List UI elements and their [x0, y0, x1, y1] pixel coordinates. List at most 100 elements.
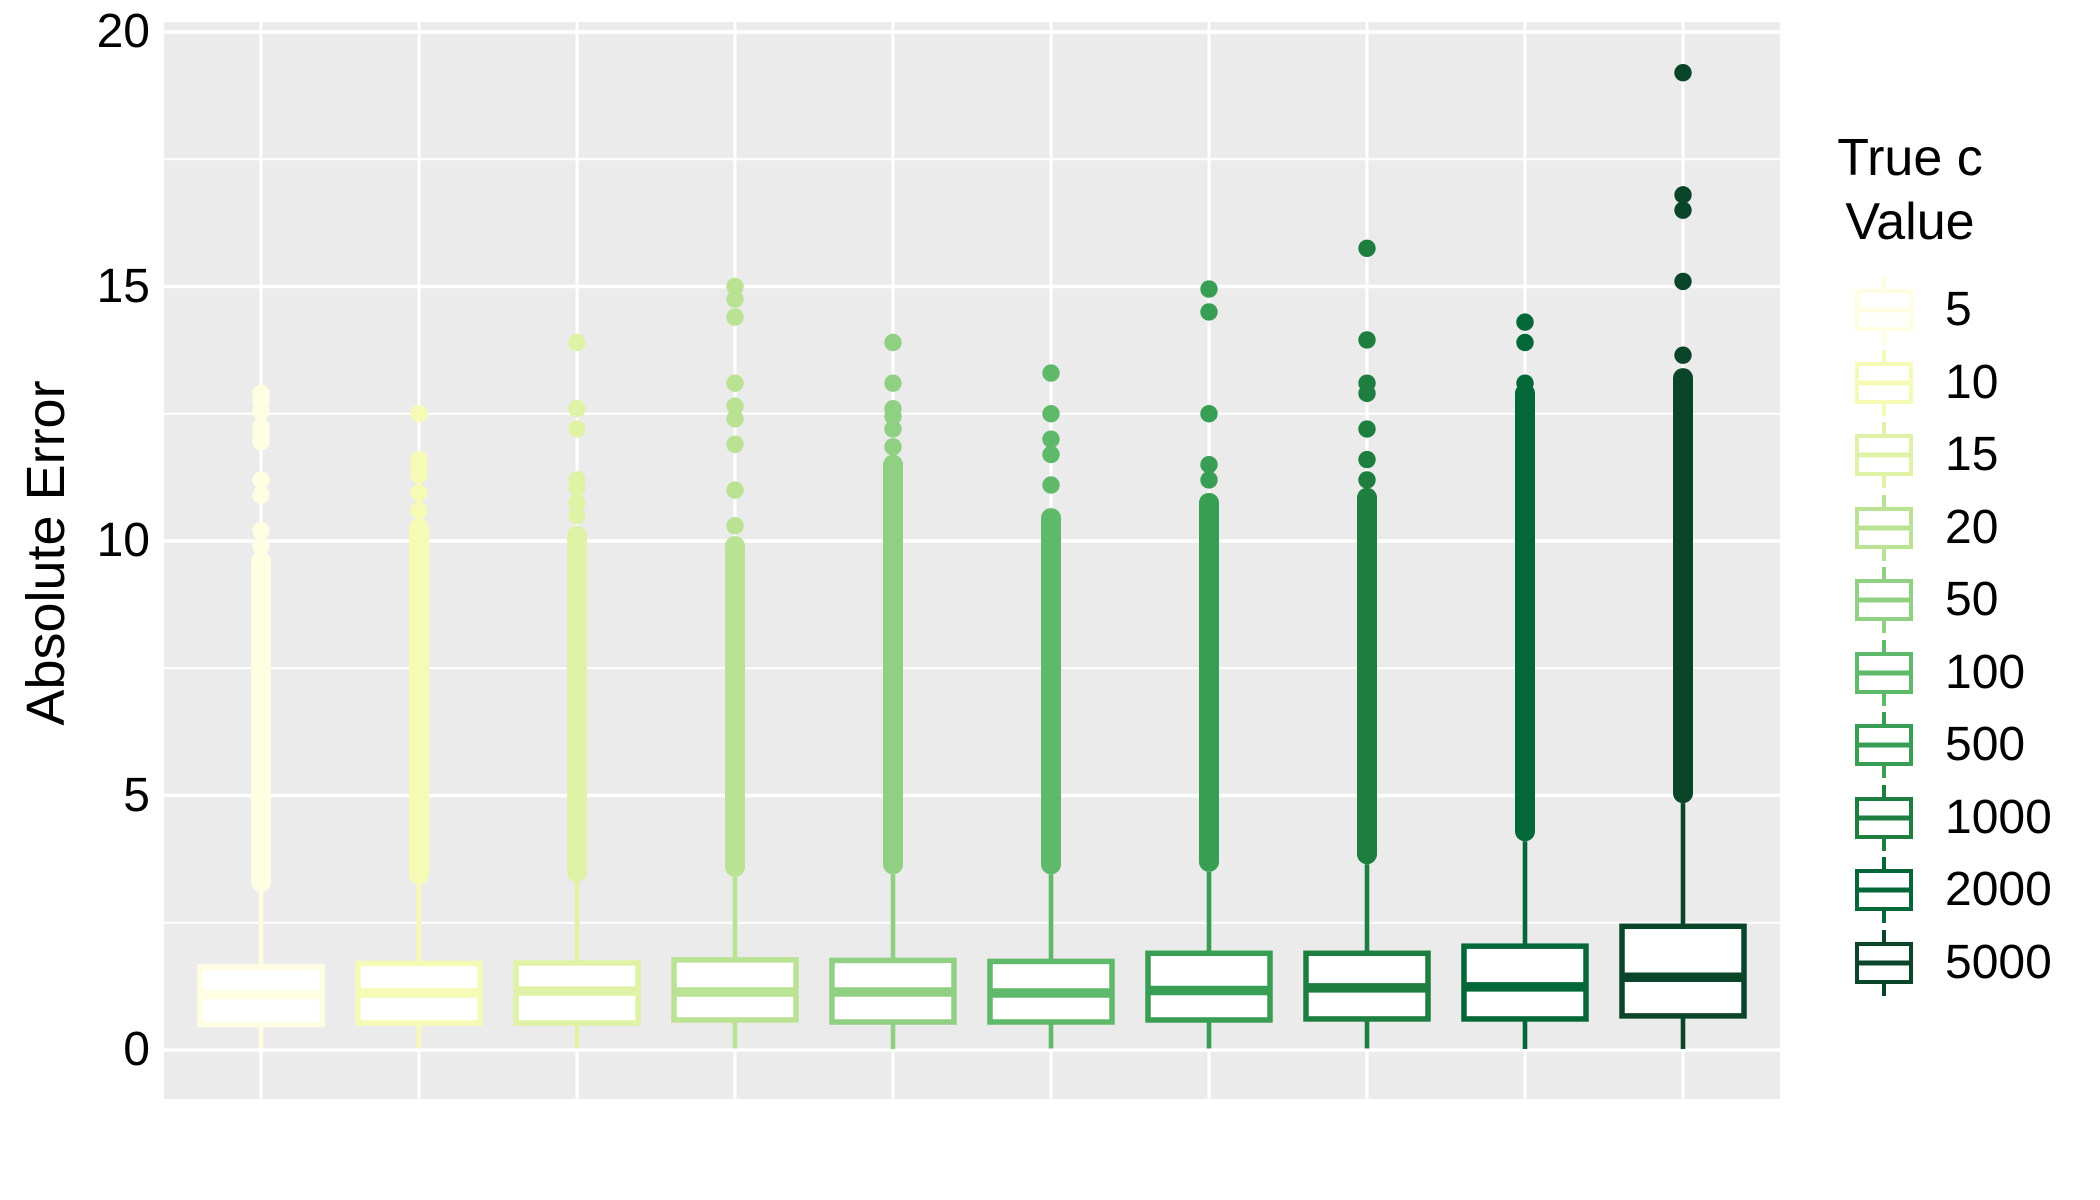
outlier-dot — [1674, 64, 1692, 82]
outlier-dense-column — [725, 536, 745, 877]
legend-key-boxplot-icon — [1855, 929, 1913, 996]
legend-key-boxplot-icon — [1855, 857, 1913, 923]
legend-entry-label: 5000 — [1945, 935, 2052, 989]
legend-key-boxplot-icon — [1855, 422, 1913, 488]
boxplot-group — [197, 384, 325, 1049]
legend-title-line1: True c — [1837, 129, 1983, 187]
boxplot-group — [987, 364, 1115, 1049]
outlier-dot — [1042, 445, 1060, 464]
outlier-dot — [1674, 186, 1692, 204]
outlier-dot — [568, 494, 586, 512]
outlier-dot — [252, 486, 270, 504]
outlier-dot — [1358, 374, 1376, 392]
boxplot-group — [355, 405, 483, 1049]
outlier-dense-column — [1041, 508, 1061, 875]
y-tick-label: 5 — [123, 768, 150, 822]
outlier-dot — [726, 397, 744, 415]
legend-title: True c Value — [1830, 126, 1990, 254]
outlier-dense-column — [251, 551, 271, 893]
outlier-dot — [726, 410, 744, 428]
legend-key-boxplot-icon — [1855, 494, 1913, 561]
legend-entry-label: 50 — [1945, 573, 1999, 626]
boxplot-group — [1619, 64, 1747, 1049]
legend-entry: 20 — [1853, 494, 1999, 561]
legend-entry: 5 — [1853, 277, 1972, 343]
outlier-dot — [568, 471, 586, 489]
outlier-dot — [410, 501, 428, 520]
legend-entry: 2000 — [1853, 857, 2052, 923]
outlier-dot — [1674, 272, 1692, 291]
legend-key-boxplot-icon — [1855, 784, 1913, 851]
legend-entry: 1000 — [1853, 784, 2052, 851]
legend-entry-label: 15 — [1945, 428, 1999, 481]
outlier-dot — [1516, 333, 1534, 352]
boxplot-group — [1461, 313, 1589, 1049]
outlier-dot — [568, 506, 586, 525]
legend-entry: 500 — [1853, 712, 2025, 778]
legend-entry: 10 — [1853, 349, 1999, 416]
legend-entry-label: 20 — [1945, 500, 1999, 554]
outlier-dense-column — [1357, 487, 1377, 865]
legend-key-boxplot-icon — [1855, 567, 1913, 633]
outlier-dot — [726, 290, 744, 308]
outlier-dot — [726, 277, 744, 296]
outlier-dot — [568, 420, 586, 438]
outlier-dot — [1358, 471, 1376, 489]
legend-entry-label: 5 — [1945, 283, 1972, 336]
outlier-dot — [1674, 346, 1692, 364]
legend-title-line2: Value — [1845, 193, 1975, 251]
legend-entry: 5000 — [1853, 929, 2052, 996]
legend-key-boxplot-icon — [1855, 349, 1913, 416]
outlier-dot — [884, 333, 902, 352]
outlier-dense-column — [883, 454, 903, 875]
outlier-dot — [252, 471, 270, 489]
boxplot-group — [829, 333, 957, 1049]
legend-entry-label: 2000 — [1945, 863, 2052, 916]
outlier-dot — [1358, 331, 1376, 349]
legend-entry-label: 1000 — [1945, 790, 2052, 844]
outlier-dot — [726, 517, 744, 535]
outlier-dot — [726, 481, 744, 499]
panel-background — [164, 22, 1780, 1099]
boxplot-group — [1303, 239, 1431, 1049]
legend-entry: 100 — [1853, 639, 2026, 706]
outlier-dot — [1200, 303, 1218, 321]
outlier-dot — [410, 450, 428, 469]
box — [1619, 923, 1747, 1019]
outlier-dense-column — [409, 518, 429, 885]
y-tick-label: 10 — [96, 514, 150, 567]
legend-key-boxplot-icon — [1855, 712, 1913, 778]
outlier-dot — [252, 522, 270, 540]
boxplot-group — [513, 333, 641, 1049]
outlier-dense-column — [1515, 383, 1535, 842]
outlier-dot — [1674, 201, 1692, 219]
boxplot-group — [671, 277, 799, 1049]
legend-entry: 50 — [1853, 567, 1998, 633]
outlier-dot — [252, 384, 270, 403]
outlier-dense-column — [567, 525, 587, 883]
outlier-dot — [1200, 280, 1218, 298]
outlier-dot — [1358, 450, 1376, 469]
outlier-dot — [1516, 374, 1534, 392]
y-tick-label: 20 — [96, 5, 150, 58]
outlier-dot — [884, 438, 902, 456]
outlier-dot — [884, 399, 902, 418]
legend-entry-label: 10 — [1945, 355, 1999, 409]
outlier-dot — [410, 483, 428, 502]
outlier-dot — [1358, 420, 1376, 438]
outlier-dot — [884, 420, 902, 438]
outlier-dot — [1200, 471, 1218, 489]
legend-key-boxplot-icon — [1855, 277, 1913, 343]
legend-entry-label: 100 — [1945, 645, 2026, 699]
outlier-dot — [726, 435, 744, 453]
outlier-dot — [726, 374, 744, 392]
outlier-dense-column — [1673, 368, 1693, 804]
outlier-dot — [568, 333, 586, 352]
legend-entry: 15 — [1853, 422, 1998, 488]
outlier-dot — [1042, 430, 1060, 448]
outlier-dot — [884, 374, 902, 392]
outlier-dot — [410, 405, 428, 423]
outlier-dot — [1042, 405, 1060, 423]
